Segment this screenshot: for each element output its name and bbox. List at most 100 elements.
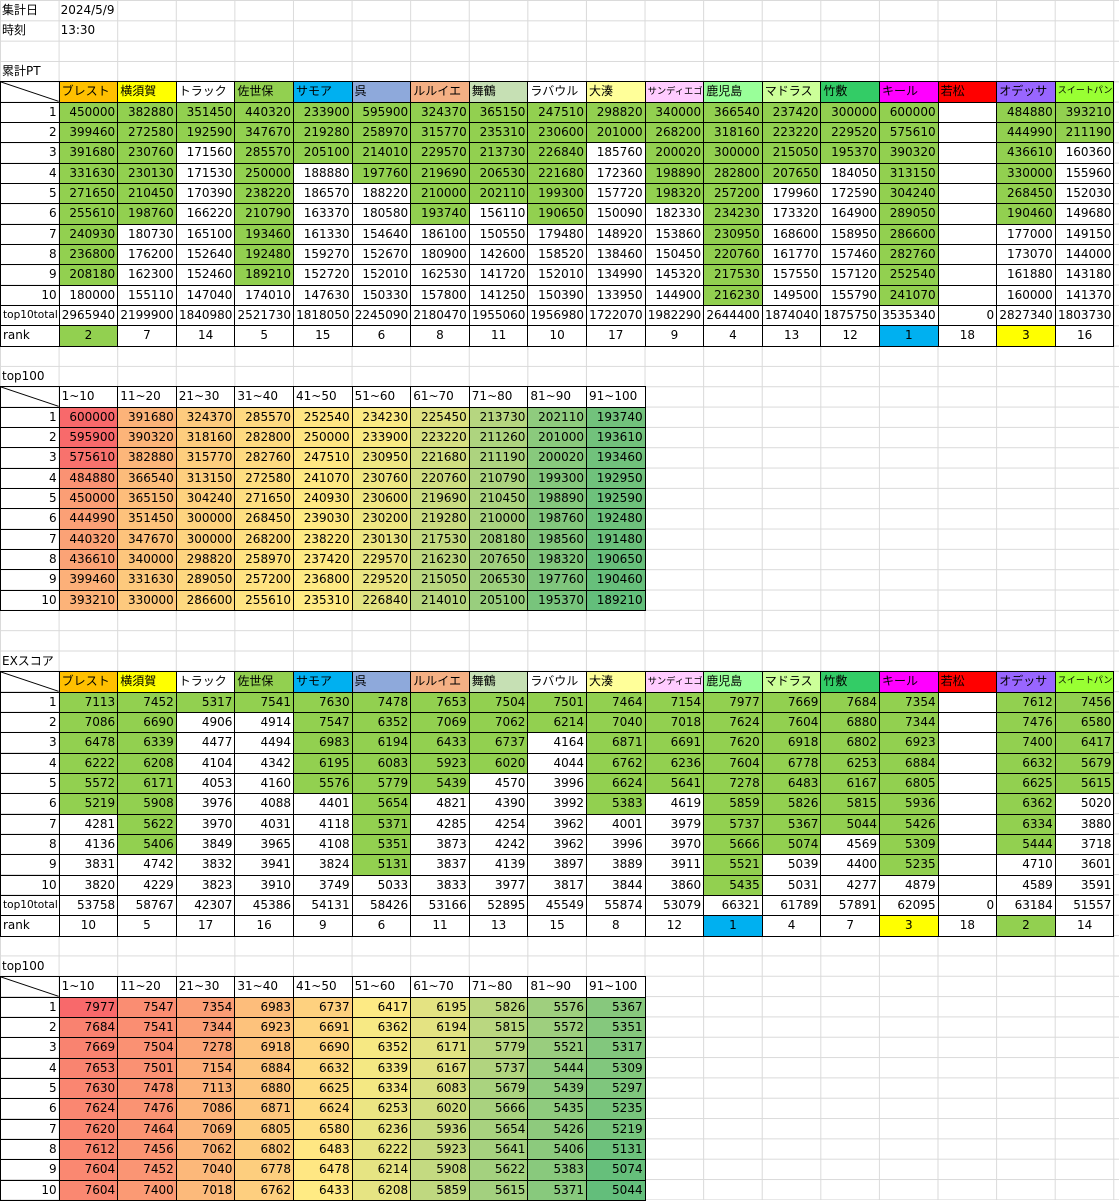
score-cell: 5826 (761, 793, 822, 815)
score-cell: 238220 (234, 183, 294, 205)
top100-cell: 7113 (175, 1077, 236, 1100)
total-cell: 1803730 (1054, 305, 1115, 327)
top100-cell: 192590 (586, 488, 646, 510)
score-cell: 152030 (1054, 183, 1115, 205)
top100-cell: 5351 (586, 1016, 646, 1039)
score-cell: 331630 (58, 162, 119, 185)
rank-range-header: 21~30 (175, 976, 236, 998)
score-cell: 6580 (1054, 711, 1115, 734)
top100-cell: 6923 (234, 1016, 294, 1039)
row-number: 3 (0, 732, 60, 754)
score-cell: 234230 (703, 203, 763, 225)
rank-range-header: 71~80 (468, 386, 529, 408)
row-number: 10 (0, 589, 60, 612)
top100-cell: 6632 (293, 1057, 353, 1079)
score-cell: 142600 (468, 244, 529, 266)
score-cell: 5383 (586, 793, 646, 815)
top100-cell: 7400 (117, 1179, 177, 1201)
score-cell: 148920 (586, 223, 646, 246)
team-header: 横須賀 (117, 81, 177, 103)
score-cell: 3941 (234, 854, 294, 876)
score-cell: 282800 (703, 162, 763, 185)
top100-cell: 5383 (527, 1159, 587, 1181)
total-cell: 53079 (644, 894, 705, 917)
row-number: 2 (0, 122, 60, 144)
rank-label: rank (0, 325, 60, 347)
score-cell: 6625 (996, 772, 1056, 795)
score-cell: 149150 (1054, 223, 1115, 246)
total-cell: 2965940 (58, 305, 119, 327)
top100-cell: 207650 (468, 549, 529, 571)
score-cell: 6923 (879, 732, 939, 754)
total-cell: 63184 (996, 894, 1056, 917)
score-cell: 351450 (175, 101, 236, 124)
team-header: サモア (293, 671, 353, 693)
top100-cell: 366540 (117, 467, 177, 490)
score-cell: 163370 (293, 203, 353, 225)
score-cell: 152640 (175, 244, 236, 266)
top100-cell: 6195 (410, 996, 470, 1018)
score-cell: 6918 (761, 732, 822, 754)
score-cell: 7040 (586, 711, 646, 734)
row-number: 8 (0, 833, 60, 856)
total-label: top10total (0, 305, 60, 327)
top100-cell: 7018 (175, 1179, 236, 1201)
score-cell: 6690 (117, 711, 177, 734)
top100-cell: 7620 (58, 1118, 119, 1140)
rank-range-header: 1~10 (58, 386, 119, 408)
top100-cell: 272580 (234, 467, 294, 490)
score-cell: 6871 (586, 732, 646, 754)
top100-cell: 5666 (468, 1098, 529, 1120)
top100-cell: 5859 (410, 1179, 470, 1201)
score-cell: 4619 (644, 793, 705, 815)
score-cell: 6433 (410, 732, 470, 754)
score-cell: 4390 (468, 793, 529, 815)
score-cell: 177000 (996, 223, 1056, 246)
team-header: オデッサ (996, 81, 1056, 103)
score-cell: 7684 (820, 691, 880, 713)
score-cell: 5439 (410, 772, 470, 795)
score-cell: 6805 (879, 772, 939, 795)
score-cell: 289050 (879, 203, 939, 225)
corner-cell (0, 386, 60, 408)
score-cell: 5317 (175, 691, 236, 713)
score-cell: 3992 (527, 793, 587, 815)
top100-cell: 235310 (293, 589, 353, 612)
score-cell: 192590 (175, 122, 236, 144)
rank-cell: 5 (234, 325, 294, 347)
team-header: マドラス (761, 671, 822, 693)
score-cell: 4281 (58, 813, 119, 835)
team-header: キール (879, 81, 939, 103)
score-cell: 6334 (996, 813, 1056, 835)
score-cell: 161330 (293, 223, 353, 246)
score-cell: 158950 (820, 223, 880, 246)
row-number: 7 (0, 1118, 60, 1140)
score-cell: 195370 (820, 142, 880, 164)
top100-cell: 5426 (527, 1118, 587, 1140)
score-cell: 6884 (879, 752, 939, 774)
score-cell: 165100 (175, 223, 236, 246)
score-cell (937, 162, 998, 185)
score-cell: 149680 (1054, 203, 1115, 225)
total-label: top10total (0, 894, 60, 917)
row-number: 5 (0, 772, 60, 795)
score-cell: 7452 (117, 691, 177, 713)
score-cell: 5309 (879, 833, 939, 856)
score-cell: 215050 (761, 142, 822, 164)
score-cell: 166220 (175, 203, 236, 225)
score-cell (937, 732, 998, 754)
top100-cell: 7354 (175, 996, 236, 1018)
score-cell: 226840 (527, 142, 587, 164)
score-cell: 5779 (351, 772, 412, 795)
top100-cell: 237420 (293, 549, 353, 571)
total-cell: 1982290 (644, 305, 705, 327)
team-header: 舞鶴 (468, 81, 529, 103)
score-cell: 192480 (234, 244, 294, 266)
team-header: 若松 (937, 81, 998, 103)
score-cell: 152670 (351, 244, 412, 266)
score-cell: 4589 (996, 874, 1056, 896)
score-cell: 180000 (58, 284, 119, 307)
score-cell: 315770 (410, 122, 470, 144)
row-number: 1 (0, 406, 60, 429)
score-cell: 173320 (761, 203, 822, 225)
